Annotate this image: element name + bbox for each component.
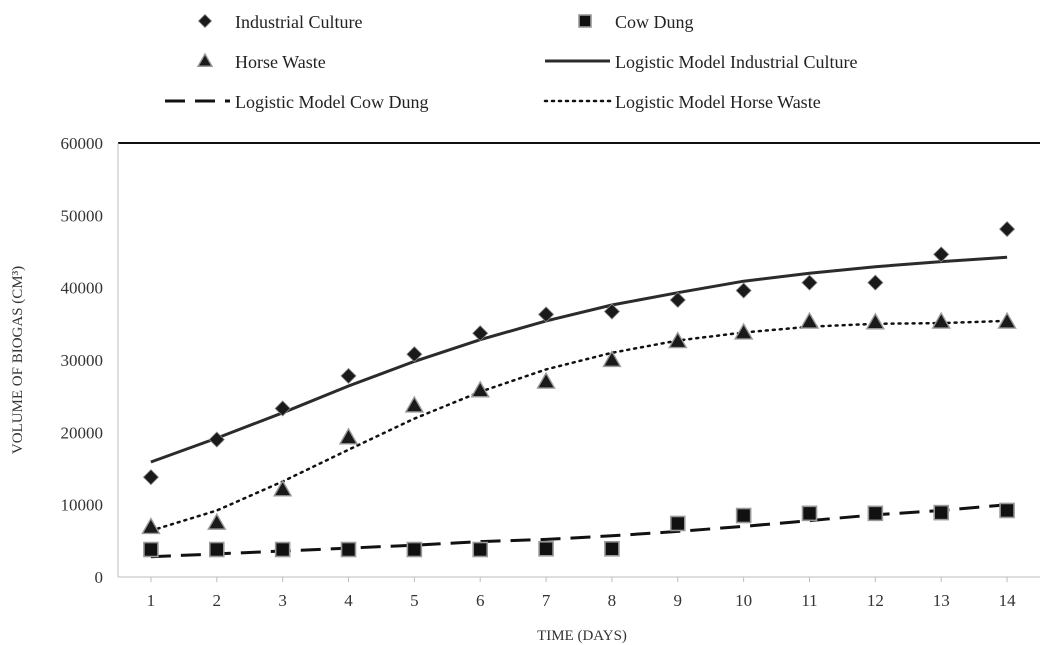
legend-marker-square <box>578 14 592 28</box>
legend-item-logistic-model-cow-dung: Logistic Model Cow Dung <box>165 92 429 112</box>
x-tick-label: 10 <box>735 591 752 610</box>
x-tick-label: 2 <box>213 591 222 610</box>
data-point-industrial-culture <box>406 346 423 363</box>
data-point-horse-waste <box>865 312 886 330</box>
data-point-cow-dung <box>933 504 950 521</box>
y-tick-label: 40000 <box>61 279 104 298</box>
legend-marker-diamond <box>197 13 213 29</box>
data-point-industrial-culture <box>669 291 686 309</box>
x-tick-label: 6 <box>476 591 485 610</box>
data-point-cow-dung <box>143 541 159 558</box>
data-point-horse-waste <box>338 427 359 445</box>
data-point-horse-waste <box>799 311 820 329</box>
data-point-industrial-culture <box>274 400 291 417</box>
legend-item-logistic-model-industrial-culture: Logistic Model Industrial Culture <box>545 52 857 72</box>
legend: Industrial Culture Cow Dung Horse Waste Log… <box>165 12 857 112</box>
data-point-cow-dung <box>406 541 423 558</box>
x-tick-label: 13 <box>933 591 950 610</box>
legend-item-logistic-model-horse-waste: Logistic Model Horse Waste <box>543 92 821 112</box>
data-point-cow-dung <box>274 541 291 558</box>
y-tick-label: 60000 <box>61 134 104 153</box>
legend-label: Industrial Culture <box>235 12 362 32</box>
legend-label: Logistic Model Horse Waste <box>615 92 821 112</box>
data-point-industrial-culture <box>472 325 489 342</box>
x-tick-label: 1 <box>147 591 156 610</box>
data-point-horse-waste <box>997 311 1017 329</box>
y-tick-label: 0 <box>95 568 104 587</box>
data-point-horse-waste <box>668 331 688 349</box>
series-line-logistic-model-cow-dung <box>150 503 1008 559</box>
series-line-logistic-model-industrial-culture <box>150 255 1008 464</box>
y-tick-label: 30000 <box>61 351 104 370</box>
data-point-horse-waste <box>207 512 227 530</box>
model-lines <box>149 255 1009 559</box>
data-point-industrial-culture <box>142 469 159 486</box>
data-point-horse-waste <box>602 350 622 368</box>
data-point-horse-waste <box>470 380 490 398</box>
data-point-cow-dung <box>208 541 225 558</box>
legend-label: Cow Dung <box>615 12 694 32</box>
data-point-cow-dung <box>669 515 686 532</box>
x-tick-label: 11 <box>801 591 817 610</box>
data-point-industrial-culture <box>735 282 752 299</box>
legend-item-cow-dung: Cow Dung <box>578 12 694 32</box>
data-point-horse-waste <box>404 395 425 413</box>
x-axis-title: TIME (DAYS) <box>537 628 627 644</box>
x-tick-label: 8 <box>608 591 617 610</box>
data-point-cow-dung <box>999 502 1015 519</box>
data-point-industrial-culture <box>933 246 950 263</box>
data-point-industrial-culture <box>538 306 555 323</box>
data-point-cow-dung <box>801 505 818 522</box>
data-point-industrial-culture <box>867 274 884 291</box>
data-point-cow-dung <box>867 505 884 522</box>
x-tick-label: 9 <box>674 591 683 610</box>
data-point-horse-waste <box>733 322 754 340</box>
data-point-horse-waste <box>931 311 951 329</box>
x-tick-label: 7 <box>542 591 551 610</box>
legend-label: Logistic Model Industrial Culture <box>615 52 857 72</box>
x-tick-label: 5 <box>410 591 419 610</box>
data-point-horse-waste <box>141 517 161 535</box>
data-point-industrial-culture <box>999 221 1016 238</box>
legend-item-industrial-culture: Industrial Culture <box>197 12 362 32</box>
y-tick-label: 20000 <box>61 423 104 442</box>
data-point-cow-dung <box>340 541 357 558</box>
data-point-cow-dung <box>604 540 620 557</box>
data-point-cow-dung <box>538 540 554 557</box>
legend-label: Horse Waste <box>235 52 326 72</box>
y-tick-label: 10000 <box>61 496 104 515</box>
data-point-industrial-culture <box>603 303 620 320</box>
series-line-logistic-model-horse-waste <box>149 319 1009 532</box>
y-axis-title: VOLUME OF BIOGAS (CM³) <box>10 266 26 454</box>
data-point-horse-waste <box>536 371 556 389</box>
data-point-horse-waste <box>272 479 293 497</box>
data-point-cow-dung <box>472 541 489 558</box>
y-tick-label: 50000 <box>61 206 104 225</box>
x-tick-label: 12 <box>867 591 884 610</box>
data-point-industrial-culture <box>340 367 357 384</box>
legend-marker-triangle <box>196 52 214 67</box>
legend-label: Logistic Model Cow Dung <box>235 92 429 112</box>
data-point-industrial-culture <box>208 431 225 448</box>
x-tick-label: 4 <box>344 591 353 610</box>
data-points <box>141 221 1017 558</box>
data-point-cow-dung <box>735 507 752 524</box>
x-tick-label: 14 <box>999 591 1017 610</box>
data-point-industrial-culture <box>801 274 818 291</box>
x-tick-label: 3 <box>278 591 287 610</box>
legend-item-horse-waste: Horse Waste <box>196 52 326 72</box>
